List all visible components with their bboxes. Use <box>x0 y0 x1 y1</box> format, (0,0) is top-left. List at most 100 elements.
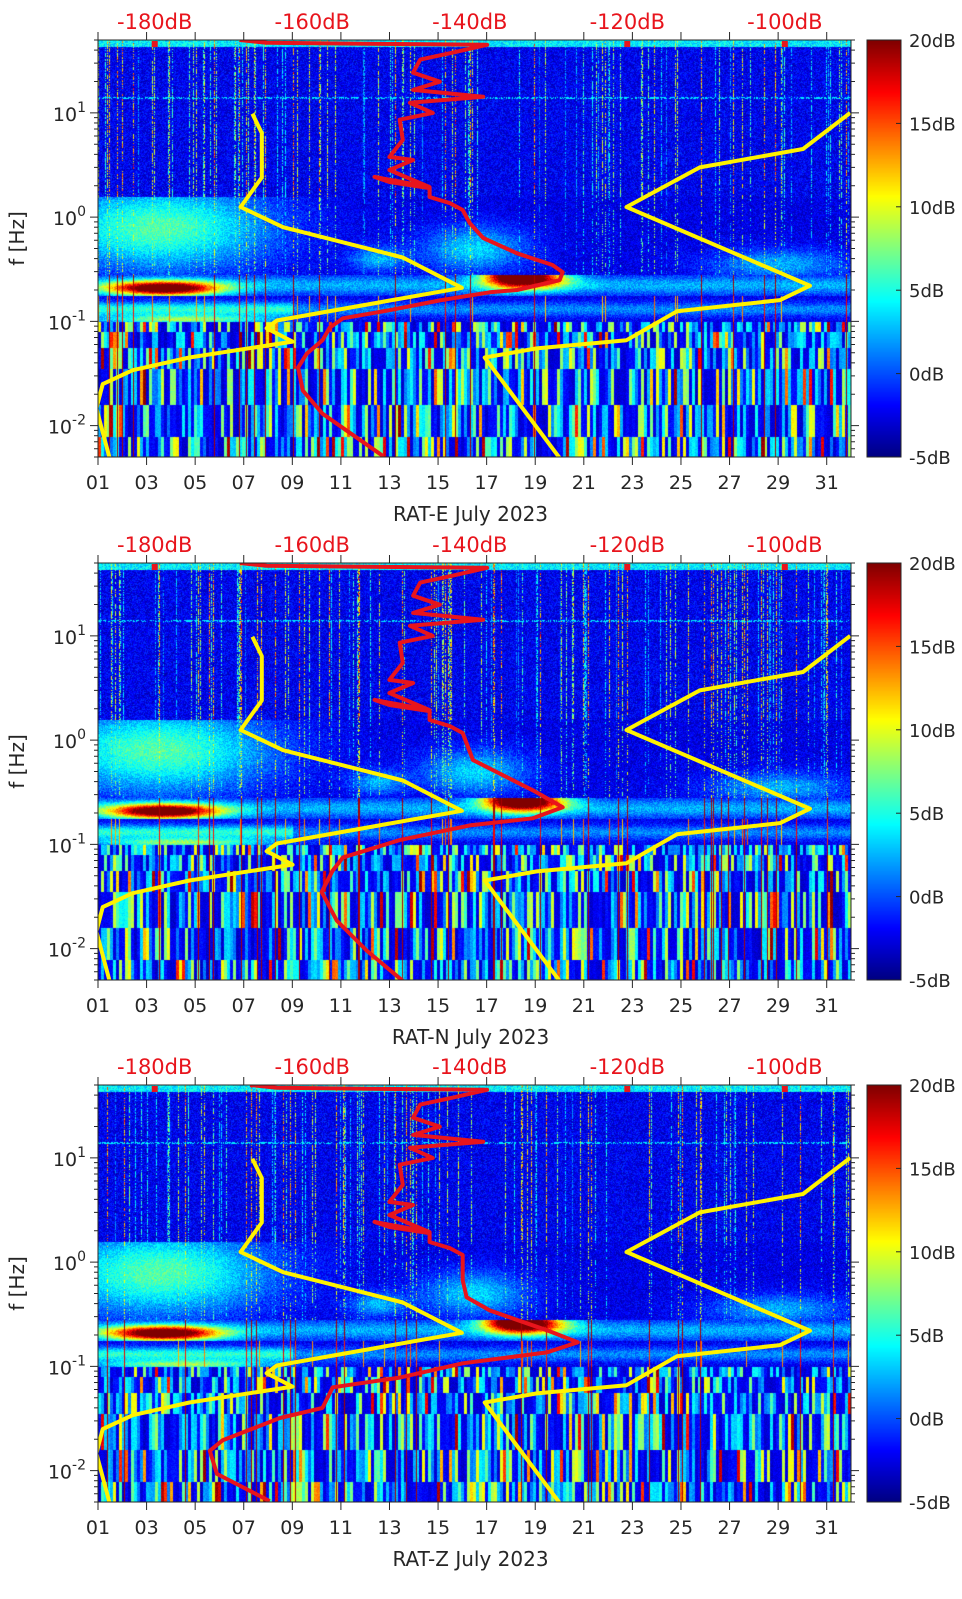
top-marker <box>624 564 631 570</box>
y-tick-base: 10 <box>53 1149 77 1171</box>
top-db-label: -160dB <box>275 1055 350 1079</box>
y-tick-label: 101 <box>53 1145 86 1171</box>
low-noise-model-curve <box>98 1157 464 1502</box>
y-tick-label: 101 <box>53 623 86 649</box>
top-marker <box>781 564 788 570</box>
colorbar-tick-label: 10dB <box>909 1243 956 1264</box>
x-tick-label: 03 <box>134 472 158 494</box>
colorbar-frame <box>866 39 902 458</box>
x-tick-label: 05 <box>183 995 207 1017</box>
colorbar-tick-label: 10dB <box>909 198 956 219</box>
colorbar-frame <box>866 1084 902 1503</box>
y-tick-exponent: -1 <box>72 308 86 324</box>
x-tick-label: 21 <box>572 472 596 494</box>
colorbar-tick-label: 0dB <box>909 888 944 909</box>
x-tick-label: 19 <box>523 472 547 494</box>
y-tick-exponent: -2 <box>72 413 86 429</box>
x-tick-label: 17 <box>475 472 499 494</box>
colorbar-tick-label: 5dB <box>909 804 944 825</box>
colorbar-tick-label: 15dB <box>909 637 956 658</box>
x-tick-label: 11 <box>329 1517 353 1539</box>
x-tick-label: 13 <box>377 472 401 494</box>
top-db-label: -140dB <box>432 1055 507 1079</box>
top-db-label: -180dB <box>117 533 192 557</box>
y-axis-title: f [Hz] <box>5 1256 29 1311</box>
colorbar-tick-label: 5dB <box>909 281 944 302</box>
top-db-label: -100dB <box>747 533 822 557</box>
high-noise-model-curve <box>482 111 851 457</box>
x-tick-label: 07 <box>232 1517 256 1539</box>
top-db-label: -160dB <box>275 10 350 34</box>
x-tick-label: 29 <box>766 995 790 1017</box>
x-tick-label: 27 <box>717 995 741 1017</box>
curves <box>98 40 851 457</box>
y-tick-label: 10-1 <box>48 1353 86 1379</box>
x-tick-label: 03 <box>134 1517 158 1539</box>
y-tick-base: 10 <box>53 208 77 230</box>
colorbar-tick-label: 0dB <box>909 1410 944 1431</box>
top-db-label: -140dB <box>432 10 507 34</box>
colorbar-tick-label: 10dB <box>909 721 956 742</box>
x-tick-label: 09 <box>280 995 304 1017</box>
x-tick-label: 19 <box>523 1517 547 1539</box>
y-tick-base: 10 <box>48 940 72 962</box>
x-tick-label: 17 <box>475 1517 499 1539</box>
x-tick-label: 23 <box>620 472 644 494</box>
x-tick-label: 05 <box>183 1517 207 1539</box>
top-db-label: -180dB <box>117 1055 192 1079</box>
top-marker <box>781 41 788 47</box>
y-tick-label: 10-1 <box>48 308 86 334</box>
x-tick-label: 19 <box>523 995 547 1017</box>
y-tick-base: 10 <box>48 417 72 439</box>
y-tick-exponent: -2 <box>72 1458 86 1474</box>
y-tick-base: 10 <box>48 835 72 857</box>
colorbar-tick-label: -5dB <box>909 448 951 469</box>
top-db-label: -160dB <box>275 533 350 557</box>
y-tick-label: 101 <box>53 100 86 126</box>
plot-frame <box>97 39 852 458</box>
station-psd-curve <box>239 563 565 980</box>
x-tick-label: 15 <box>426 1517 450 1539</box>
top-marker <box>151 41 158 47</box>
plot-frame <box>97 1084 852 1503</box>
colorbar-tick-label: 0dB <box>909 365 944 386</box>
y-tick-label: 100 <box>53 204 86 230</box>
y-tick-exponent: -1 <box>72 831 86 847</box>
colorbar-vertical <box>867 1085 901 1502</box>
x-tick-label: 25 <box>669 1517 693 1539</box>
x-tick-label: 21 <box>572 995 596 1017</box>
plot-frame <box>97 562 852 981</box>
low-noise-model-curve <box>98 112 464 457</box>
x-tick-label: 15 <box>426 472 450 494</box>
y-tick-label: 10-2 <box>48 1458 86 1484</box>
colorbar-east <box>867 40 901 457</box>
x-tick-label: 09 <box>280 472 304 494</box>
x-tick-label: 07 <box>232 472 256 494</box>
top-marker <box>781 1086 788 1092</box>
y-tick-label: 10-1 <box>48 831 86 857</box>
colorbar-tick-label: 20dB <box>909 1076 956 1097</box>
y-tick-exponent: 1 <box>77 623 86 639</box>
x-tick-label: 29 <box>766 1517 790 1539</box>
x-tick-label: 25 <box>669 995 693 1017</box>
curves <box>98 1085 851 1502</box>
y-tick-base: 10 <box>48 1462 72 1484</box>
top-marker <box>624 41 631 47</box>
y-tick-exponent: 1 <box>77 1145 86 1161</box>
y-tick-label: 100 <box>53 727 86 753</box>
y-tick-exponent: -2 <box>72 936 86 952</box>
y-tick-exponent: 0 <box>77 727 86 743</box>
x-tick-label: 03 <box>134 995 158 1017</box>
station-psd-curve <box>207 1085 580 1502</box>
y-tick-base: 10 <box>48 312 72 334</box>
y-tick-exponent: 0 <box>77 204 86 220</box>
top-db-label: -100dB <box>747 1055 822 1079</box>
top-db-label: -140dB <box>432 533 507 557</box>
top-db-label: -120dB <box>590 10 665 34</box>
y-tick-exponent: 0 <box>77 1249 86 1265</box>
high-noise-model-curve <box>482 1156 851 1502</box>
colorbar-tick-label: 20dB <box>909 31 956 52</box>
y-tick-base: 10 <box>53 731 77 753</box>
